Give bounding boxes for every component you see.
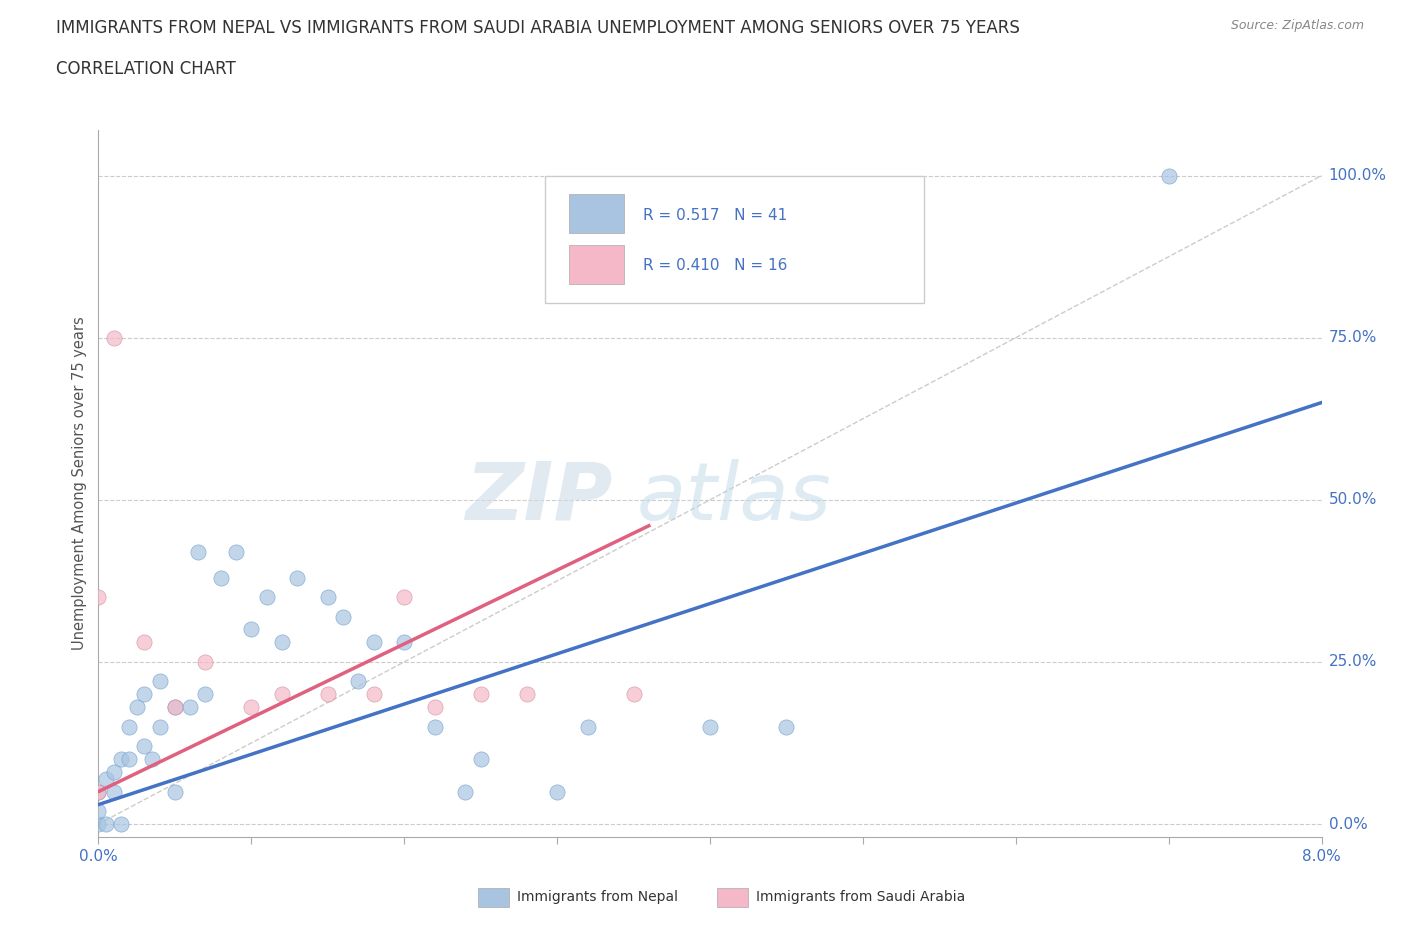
Point xyxy=(87,590,110,604)
Point xyxy=(454,784,477,799)
Point xyxy=(94,817,117,831)
FancyBboxPatch shape xyxy=(569,193,624,232)
FancyBboxPatch shape xyxy=(569,246,624,285)
Point xyxy=(470,687,492,702)
Point xyxy=(163,700,186,715)
Text: CORRELATION CHART: CORRELATION CHART xyxy=(56,60,236,78)
Point xyxy=(576,719,599,734)
Point xyxy=(546,233,568,248)
Point xyxy=(699,719,721,734)
Point xyxy=(141,751,163,766)
Point xyxy=(515,687,537,702)
Point xyxy=(103,764,125,779)
Point xyxy=(256,590,278,604)
Point xyxy=(87,817,110,831)
Y-axis label: Unemployment Among Seniors over 75 years: Unemployment Among Seniors over 75 years xyxy=(72,317,87,650)
Point xyxy=(240,622,263,637)
Point xyxy=(546,784,568,799)
Point xyxy=(103,330,125,345)
Point xyxy=(240,700,263,715)
Point xyxy=(209,570,232,585)
Point xyxy=(134,738,156,753)
Text: R = 0.517   N = 41: R = 0.517 N = 41 xyxy=(643,207,787,222)
Point xyxy=(347,674,370,689)
Point xyxy=(125,700,148,715)
Text: atlas: atlas xyxy=(637,458,831,537)
Point xyxy=(270,687,294,702)
Point xyxy=(103,784,125,799)
Text: 75.0%: 75.0% xyxy=(1329,330,1376,345)
Text: IMMIGRANTS FROM NEPAL VS IMMIGRANTS FROM SAUDI ARABIA UNEMPLOYMENT AMONG SENIORS: IMMIGRANTS FROM NEPAL VS IMMIGRANTS FROM… xyxy=(56,19,1021,36)
Point xyxy=(134,687,156,702)
Point xyxy=(134,635,156,650)
Point xyxy=(194,655,217,670)
Text: 100.0%: 100.0% xyxy=(1329,168,1386,183)
Point xyxy=(363,687,385,702)
Point xyxy=(194,687,217,702)
Point xyxy=(118,719,141,734)
Point xyxy=(470,751,492,766)
Point xyxy=(332,609,354,624)
Point xyxy=(87,804,110,818)
Point xyxy=(285,570,308,585)
Point xyxy=(775,719,797,734)
Point xyxy=(110,751,132,766)
Point xyxy=(392,635,416,650)
Text: ZIP: ZIP xyxy=(465,458,612,537)
FancyBboxPatch shape xyxy=(546,176,924,303)
Point xyxy=(187,544,209,559)
Text: 0.0%: 0.0% xyxy=(1329,817,1368,831)
Text: R = 0.410   N = 16: R = 0.410 N = 16 xyxy=(643,259,787,273)
Point xyxy=(149,674,172,689)
Text: Immigrants from Nepal: Immigrants from Nepal xyxy=(517,890,679,905)
Point xyxy=(423,719,446,734)
Point xyxy=(1157,168,1180,183)
Point xyxy=(87,784,110,799)
Point xyxy=(94,771,117,786)
Point xyxy=(623,687,645,702)
Point xyxy=(392,590,416,604)
Point xyxy=(316,687,339,702)
Point xyxy=(87,784,110,799)
Point xyxy=(163,784,186,799)
Text: 25.0%: 25.0% xyxy=(1329,655,1376,670)
Text: 50.0%: 50.0% xyxy=(1329,492,1376,507)
Point xyxy=(110,817,132,831)
Point xyxy=(149,719,172,734)
Point xyxy=(423,700,446,715)
Text: Source: ZipAtlas.com: Source: ZipAtlas.com xyxy=(1230,19,1364,32)
Point xyxy=(270,635,294,650)
Point xyxy=(316,590,339,604)
Point xyxy=(225,544,247,559)
Point xyxy=(363,635,385,650)
Point xyxy=(118,751,141,766)
Point xyxy=(179,700,201,715)
Point xyxy=(163,700,186,715)
Text: Immigrants from Saudi Arabia: Immigrants from Saudi Arabia xyxy=(756,890,966,905)
